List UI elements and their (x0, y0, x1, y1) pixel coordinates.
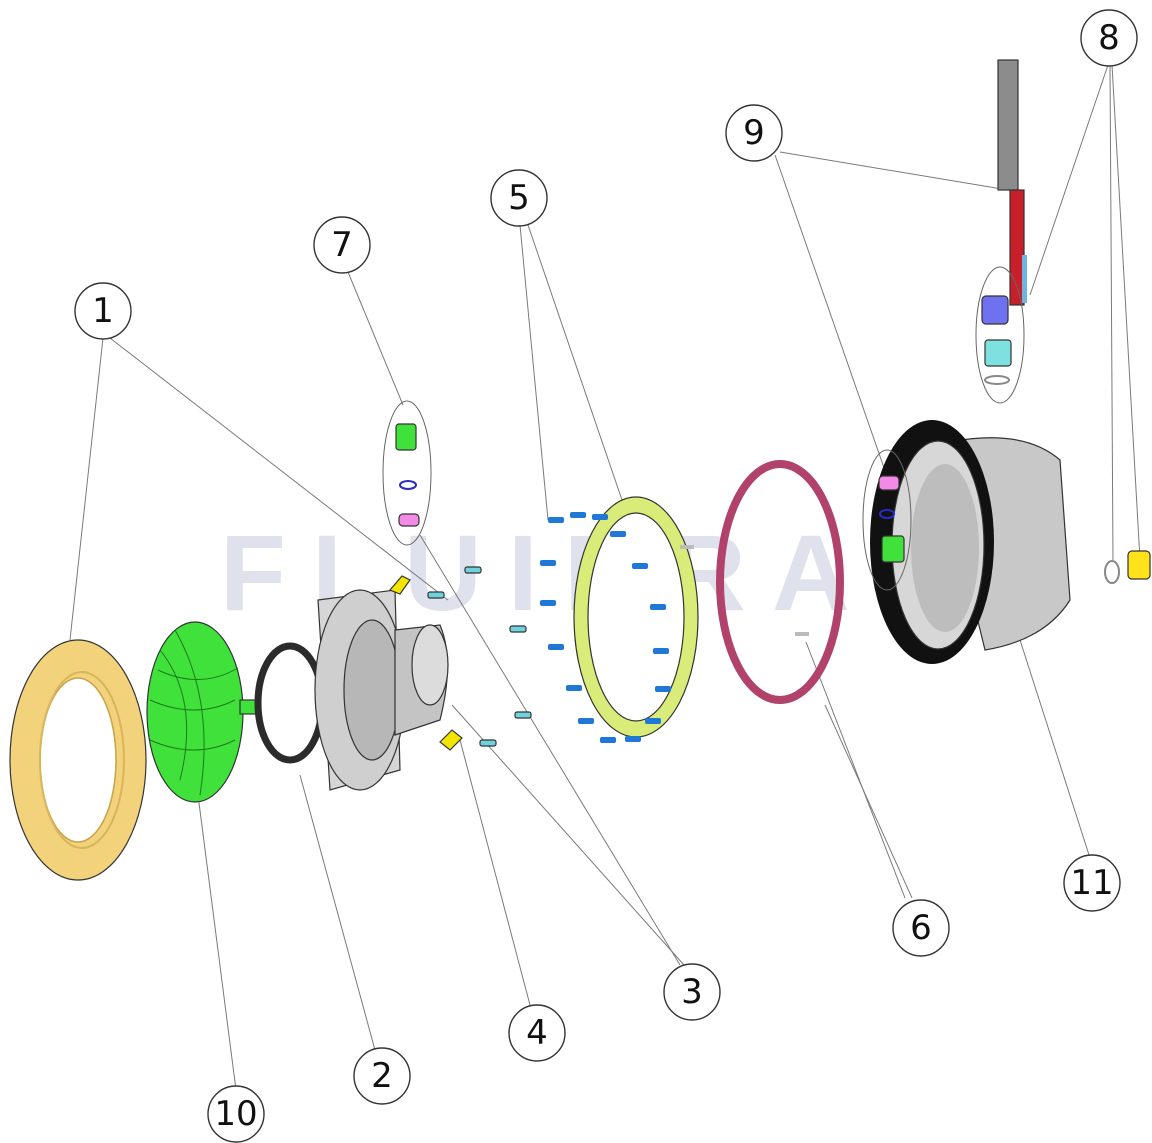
callout-label-3: 3 (681, 972, 703, 1012)
flange-ring-part (573, 496, 699, 738)
callout-label-6: 6 (910, 908, 932, 948)
callout-label-2: 2 (371, 1056, 393, 1096)
callout-1: 1 (74, 282, 132, 340)
callout-label-8: 8 (1098, 18, 1120, 58)
callout-3: 3 (663, 963, 721, 1021)
callout-label-10: 10 (214, 1094, 257, 1134)
lamp-housing-part (314, 589, 449, 791)
callout-9: 9 (725, 104, 783, 162)
trim-ring-part (9, 639, 147, 881)
callout-label-4: 4 (526, 1013, 548, 1053)
callout-2: 2 (353, 1047, 411, 1105)
callout-label-1: 1 (92, 291, 114, 331)
callout-label-5: 5 (508, 178, 530, 218)
housing-screws (427, 566, 532, 747)
o-ring-gasket-part (254, 642, 326, 764)
callout-label-11: 11 (1070, 863, 1113, 903)
callout-5: 5 (490, 169, 548, 227)
callout-label-9: 9 (743, 113, 765, 153)
part-9-group (862, 449, 912, 591)
callout-6: 6 (892, 899, 950, 957)
niche-part (870, 420, 1071, 664)
callout-7: 7 (313, 216, 371, 274)
flange-screws (540, 512, 671, 743)
flange-gasket-part (680, 460, 844, 704)
callout-4: 4 (508, 1004, 566, 1062)
lamp-part (146, 621, 259, 803)
callout-8: 8 (1080, 9, 1138, 67)
cable-assembly (975, 59, 1027, 404)
callout-label-7: 7 (331, 225, 353, 265)
leader-lines (69, 64, 1141, 1091)
callout-11: 11 (1063, 854, 1121, 912)
side-plug-parts (1104, 550, 1151, 584)
part-7-group (382, 400, 432, 546)
callout-10: 10 (207, 1085, 265, 1143)
clip-parts (388, 575, 463, 751)
